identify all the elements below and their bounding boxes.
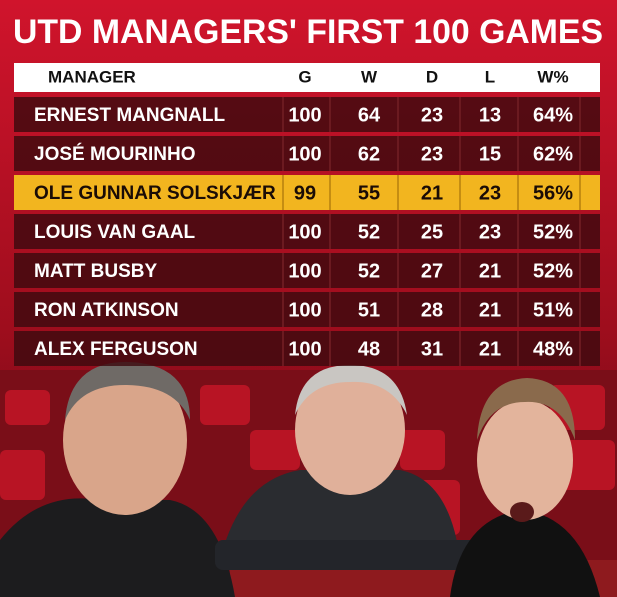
stat-cell: 64 [358,104,381,126]
stat-cell: 23 [421,143,443,165]
stat-cell: 52 [358,221,380,243]
stat-cell: 23 [479,182,501,204]
stat-cell: 99 [294,182,316,204]
header-row [14,63,600,92]
table-row [14,175,600,210]
table-row [14,292,600,327]
stat-cell: 23 [479,221,501,243]
column-header: W% [537,67,568,86]
stat-cell: 52 [358,260,380,282]
stat-cell: 64% [533,104,573,126]
stat-cell: 100 [288,104,321,126]
stat-cell: 31 [421,338,443,360]
manager-name: MATT BUSBY [34,261,157,282]
table: MANAGER G W D L W% ERNEST MANGNALL 100 64 23 13 64%… [14,63,600,366]
stat-cell: 62% [533,143,573,165]
manager-name: RON ATKINSON [34,300,179,321]
stat-cell: 52% [533,221,573,243]
table-row [14,331,600,366]
stat-cell: 100 [288,338,321,360]
stat-cell: 15 [479,143,501,165]
stat-cell: 100 [288,260,321,282]
stat-cell: 62 [358,143,380,165]
manager-name: ERNEST MANGNALL [34,105,225,126]
stat-cell: 100 [288,143,321,165]
stat-cell: 21 [421,182,443,204]
column-header: G [298,67,311,86]
table-row [14,136,600,171]
column-header: D [426,67,438,86]
column-header: MANAGER [48,67,136,86]
stat-cell: 28 [421,299,443,321]
stat-cell: 21 [479,260,501,282]
stat-cell: 21 [479,338,501,360]
stat-cell: 51% [533,299,573,321]
stat-cell: 100 [288,299,321,321]
stat-cell: 55 [358,182,380,204]
stat-cell: 100 [288,221,321,243]
stat-cell: 51 [358,299,380,321]
stat-cell: 13 [479,104,501,126]
manager-name: OLE GUNNAR SOLSKJÆR [34,183,276,204]
table-row [14,214,600,249]
manager-photos [0,361,600,597]
column-header: W [361,67,378,86]
column-header: L [485,67,495,86]
stat-cell: 48 [358,338,380,360]
stat-cell: 25 [421,221,443,243]
manager-name: ALEX FERGUSON [34,339,198,360]
stat-cell: 21 [479,299,501,321]
table-row [14,253,600,288]
stat-cell: 48% [533,338,573,360]
title: UTD MANAGERS' FIRST 100 GAMES [13,13,603,51]
stat-cell: 27 [421,260,443,282]
stat-cell: 52% [533,260,573,282]
stat-cell: 56% [533,182,573,204]
table-row [14,97,600,132]
manager-name: LOUIS VAN GAAL [34,222,196,243]
stat-cell: 23 [421,104,443,126]
manager-name: JOSÉ MOURINHO [34,143,196,165]
